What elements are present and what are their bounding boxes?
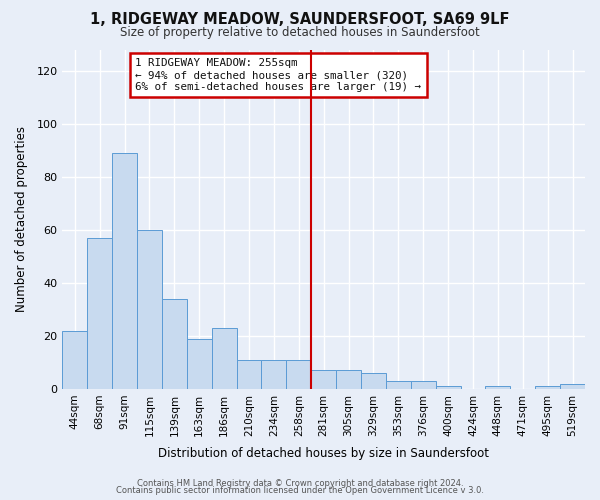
- Bar: [87, 238, 112, 389]
- Bar: [560, 384, 585, 389]
- Bar: [361, 373, 386, 389]
- Bar: [436, 386, 461, 389]
- Bar: [535, 386, 560, 389]
- Text: Contains HM Land Registry data © Crown copyright and database right 2024.: Contains HM Land Registry data © Crown c…: [137, 478, 463, 488]
- Bar: [62, 330, 87, 389]
- Bar: [112, 154, 137, 389]
- Bar: [311, 370, 336, 389]
- Bar: [137, 230, 162, 389]
- Bar: [262, 360, 286, 389]
- X-axis label: Distribution of detached houses by size in Saundersfoot: Distribution of detached houses by size …: [158, 447, 489, 460]
- Bar: [162, 299, 187, 389]
- Text: 1, RIDGEWAY MEADOW, SAUNDERSFOOT, SA69 9LF: 1, RIDGEWAY MEADOW, SAUNDERSFOOT, SA69 9…: [90, 12, 510, 28]
- Text: 1 RIDGEWAY MEADOW: 255sqm
← 94% of detached houses are smaller (320)
6% of semi-: 1 RIDGEWAY MEADOW: 255sqm ← 94% of detac…: [136, 58, 421, 92]
- Bar: [236, 360, 262, 389]
- Bar: [336, 370, 361, 389]
- Bar: [485, 386, 511, 389]
- Bar: [187, 338, 212, 389]
- Bar: [386, 381, 411, 389]
- Text: Size of property relative to detached houses in Saundersfoot: Size of property relative to detached ho…: [120, 26, 480, 39]
- Bar: [286, 360, 311, 389]
- Bar: [212, 328, 236, 389]
- Y-axis label: Number of detached properties: Number of detached properties: [15, 126, 28, 312]
- Text: Contains public sector information licensed under the Open Government Licence v : Contains public sector information licen…: [116, 486, 484, 495]
- Bar: [411, 381, 436, 389]
